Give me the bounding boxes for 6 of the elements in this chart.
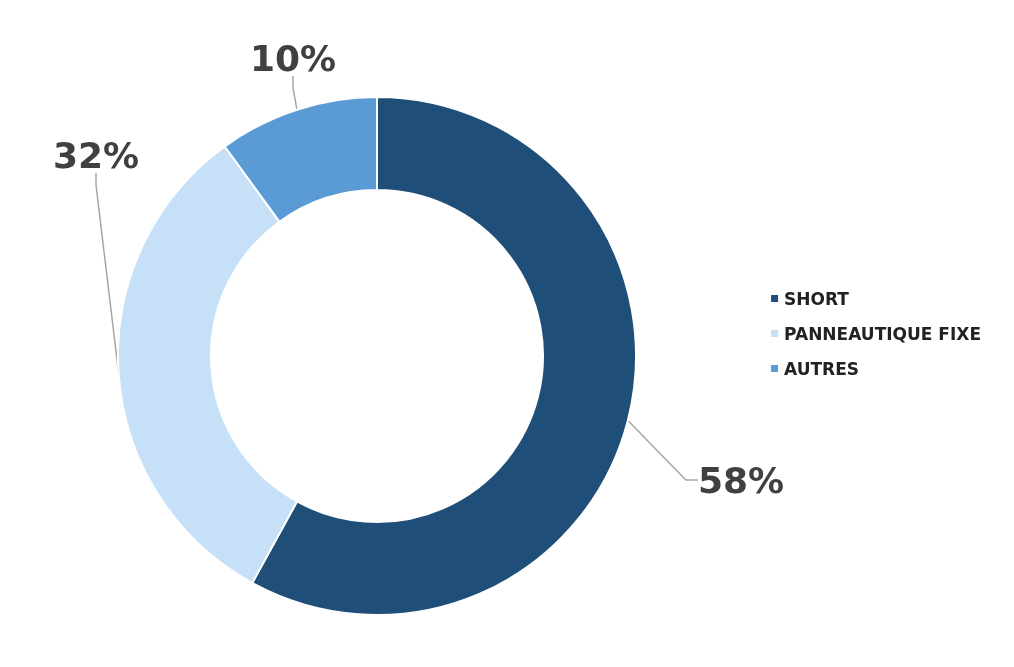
- legend-label: SHORT: [784, 288, 850, 309]
- data-label: 32%: [52, 134, 140, 176]
- legend-label: PANNEAUTIQUE FIXE: [784, 323, 982, 344]
- legend-label: AUTRES: [784, 358, 860, 379]
- data-label: 10%: [249, 37, 337, 79]
- data-label: 58%: [697, 459, 785, 501]
